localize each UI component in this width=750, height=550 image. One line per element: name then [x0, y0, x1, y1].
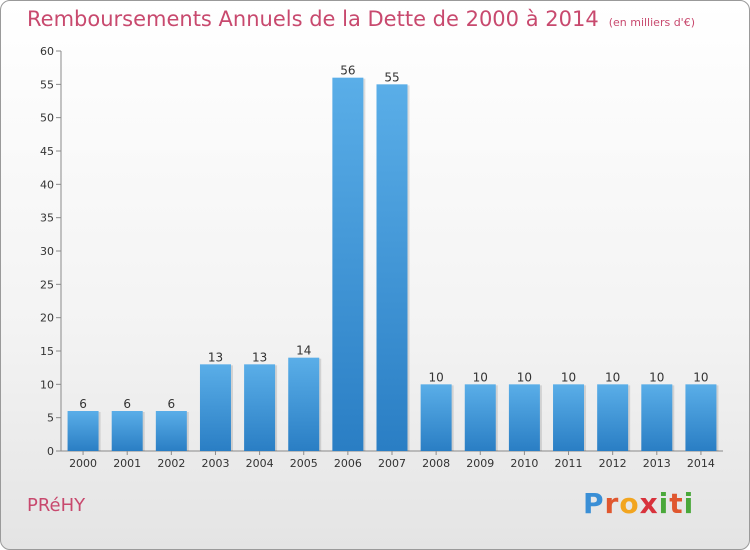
logo-letter: t: [669, 487, 684, 520]
logo-letter: r: [604, 487, 620, 520]
bar-2003: [199, 364, 231, 451]
bar-2011: [553, 384, 585, 451]
value-label-2001: 6: [123, 397, 131, 411]
value-label-2010: 10: [517, 370, 532, 384]
bar-2012: [597, 384, 629, 451]
value-label-2007: 55: [384, 70, 399, 84]
x-tick-label-2000: 2000: [69, 457, 97, 470]
value-label-2000: 6: [79, 397, 87, 411]
logo-letter: i: [683, 487, 695, 520]
x-tick-label-2009: 2009: [466, 457, 494, 470]
y-tick-label: 5: [47, 412, 54, 425]
x-tick-label-2008: 2008: [422, 457, 450, 470]
bar-2005: [288, 357, 320, 451]
x-tick-label-2013: 2013: [643, 457, 671, 470]
bar-2002: [155, 411, 187, 451]
bar-2009: [464, 384, 496, 451]
bar-2013: [641, 384, 673, 451]
bar-2001: [111, 411, 143, 451]
value-label-2006: 56: [340, 64, 355, 78]
value-label-2002: 6: [168, 397, 176, 411]
commune-name: PRéHY: [27, 495, 86, 516]
y-tick-label: 15: [40, 345, 54, 358]
y-tick-label: 0: [47, 445, 54, 458]
y-tick-label: 55: [40, 78, 54, 91]
logo-letter: o: [619, 487, 640, 520]
value-label-2005: 14: [296, 344, 311, 358]
value-label-2009: 10: [473, 370, 488, 384]
y-tick-label: 20: [40, 312, 54, 325]
bar-2010: [508, 384, 540, 451]
x-tick-label-2014: 2014: [687, 457, 715, 470]
y-tick-label: 40: [40, 178, 54, 191]
x-tick-label-2002: 2002: [157, 457, 185, 470]
y-tick-label: 25: [40, 278, 54, 291]
bar-2007: [376, 84, 408, 451]
value-label-2013: 10: [649, 370, 664, 384]
value-label-2008: 10: [428, 370, 443, 384]
x-tick-label-2004: 2004: [246, 457, 274, 470]
value-label-2004: 13: [252, 350, 267, 364]
bar-2008: [420, 384, 452, 451]
y-tick-label: 30: [40, 245, 54, 258]
title-unit: (en milliers d'€): [608, 16, 695, 29]
value-label-2003: 13: [208, 350, 223, 364]
y-tick-label: 35: [40, 212, 54, 225]
logo-letter: P: [583, 487, 605, 520]
bar-2014: [685, 384, 717, 451]
title-main: Remboursements Annuels de la Dette de 20…: [27, 7, 599, 31]
x-tick-label-2011: 2011: [555, 457, 583, 470]
logo-letter: x: [639, 487, 659, 520]
value-label-2012: 10: [605, 370, 620, 384]
x-tick-label-2001: 2001: [113, 457, 141, 470]
x-tick-label-2006: 2006: [334, 457, 362, 470]
x-tick-label-2005: 2005: [290, 457, 318, 470]
bar-2004: [244, 364, 276, 451]
bar-2000: [67, 411, 99, 451]
y-tick-label: 45: [40, 145, 54, 158]
x-tick-label-2007: 2007: [378, 457, 406, 470]
logo-letter: i: [658, 487, 670, 520]
y-tick-label: 60: [40, 45, 54, 58]
x-tick-label-2012: 2012: [599, 457, 627, 470]
bar-2006: [332, 77, 364, 452]
x-tick-label-2010: 2010: [510, 457, 538, 470]
proxiti-logo[interactable]: Proxiti: [583, 487, 694, 520]
y-tick-label: 50: [40, 112, 54, 125]
value-label-2014: 10: [693, 370, 708, 384]
chart-title: Remboursements Annuels de la Dette de 20…: [27, 7, 695, 31]
value-label-2011: 10: [561, 370, 576, 384]
x-tick-label-2003: 2003: [201, 457, 229, 470]
y-tick-label: 10: [40, 378, 54, 391]
